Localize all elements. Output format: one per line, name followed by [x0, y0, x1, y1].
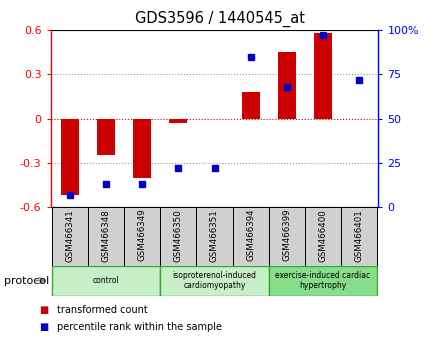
Bar: [125, 207, 161, 266]
Bar: [242, 92, 260, 119]
Text: protocol: protocol: [4, 275, 50, 286]
Text: GSM466349: GSM466349: [138, 209, 147, 262]
Bar: [97, 119, 115, 155]
Bar: [161, 207, 197, 266]
Bar: [341, 207, 377, 266]
Bar: [169, 119, 187, 123]
Bar: [161, 266, 268, 296]
Text: percentile rank within the sample: percentile rank within the sample: [57, 322, 222, 332]
Text: control: control: [93, 276, 120, 285]
Bar: [268, 207, 304, 266]
Text: GSM466341: GSM466341: [66, 209, 75, 262]
Bar: [133, 119, 151, 178]
Bar: [278, 52, 296, 119]
Bar: [52, 207, 88, 266]
Text: GDS3596 / 1440545_at: GDS3596 / 1440545_at: [135, 11, 305, 27]
Text: GSM466401: GSM466401: [354, 209, 363, 262]
Bar: [268, 266, 377, 296]
Text: GSM466351: GSM466351: [210, 209, 219, 262]
Text: GSM466399: GSM466399: [282, 209, 291, 261]
Text: GSM466348: GSM466348: [102, 209, 111, 262]
Text: GSM466400: GSM466400: [318, 209, 327, 262]
Text: isoproterenol-induced
cardiomyopathy: isoproterenol-induced cardiomyopathy: [172, 271, 257, 290]
Text: transformed count: transformed count: [57, 305, 148, 315]
Bar: [232, 207, 268, 266]
Bar: [197, 207, 232, 266]
Text: exercise-induced cardiac
hypertrophy: exercise-induced cardiac hypertrophy: [275, 271, 370, 290]
Bar: [304, 207, 341, 266]
Bar: [52, 266, 161, 296]
Bar: [62, 119, 79, 195]
Text: GSM466394: GSM466394: [246, 209, 255, 262]
Text: GSM466350: GSM466350: [174, 209, 183, 262]
Text: ■: ■: [40, 322, 49, 332]
Bar: [314, 33, 332, 119]
Bar: [88, 207, 125, 266]
Text: ■: ■: [40, 305, 49, 315]
